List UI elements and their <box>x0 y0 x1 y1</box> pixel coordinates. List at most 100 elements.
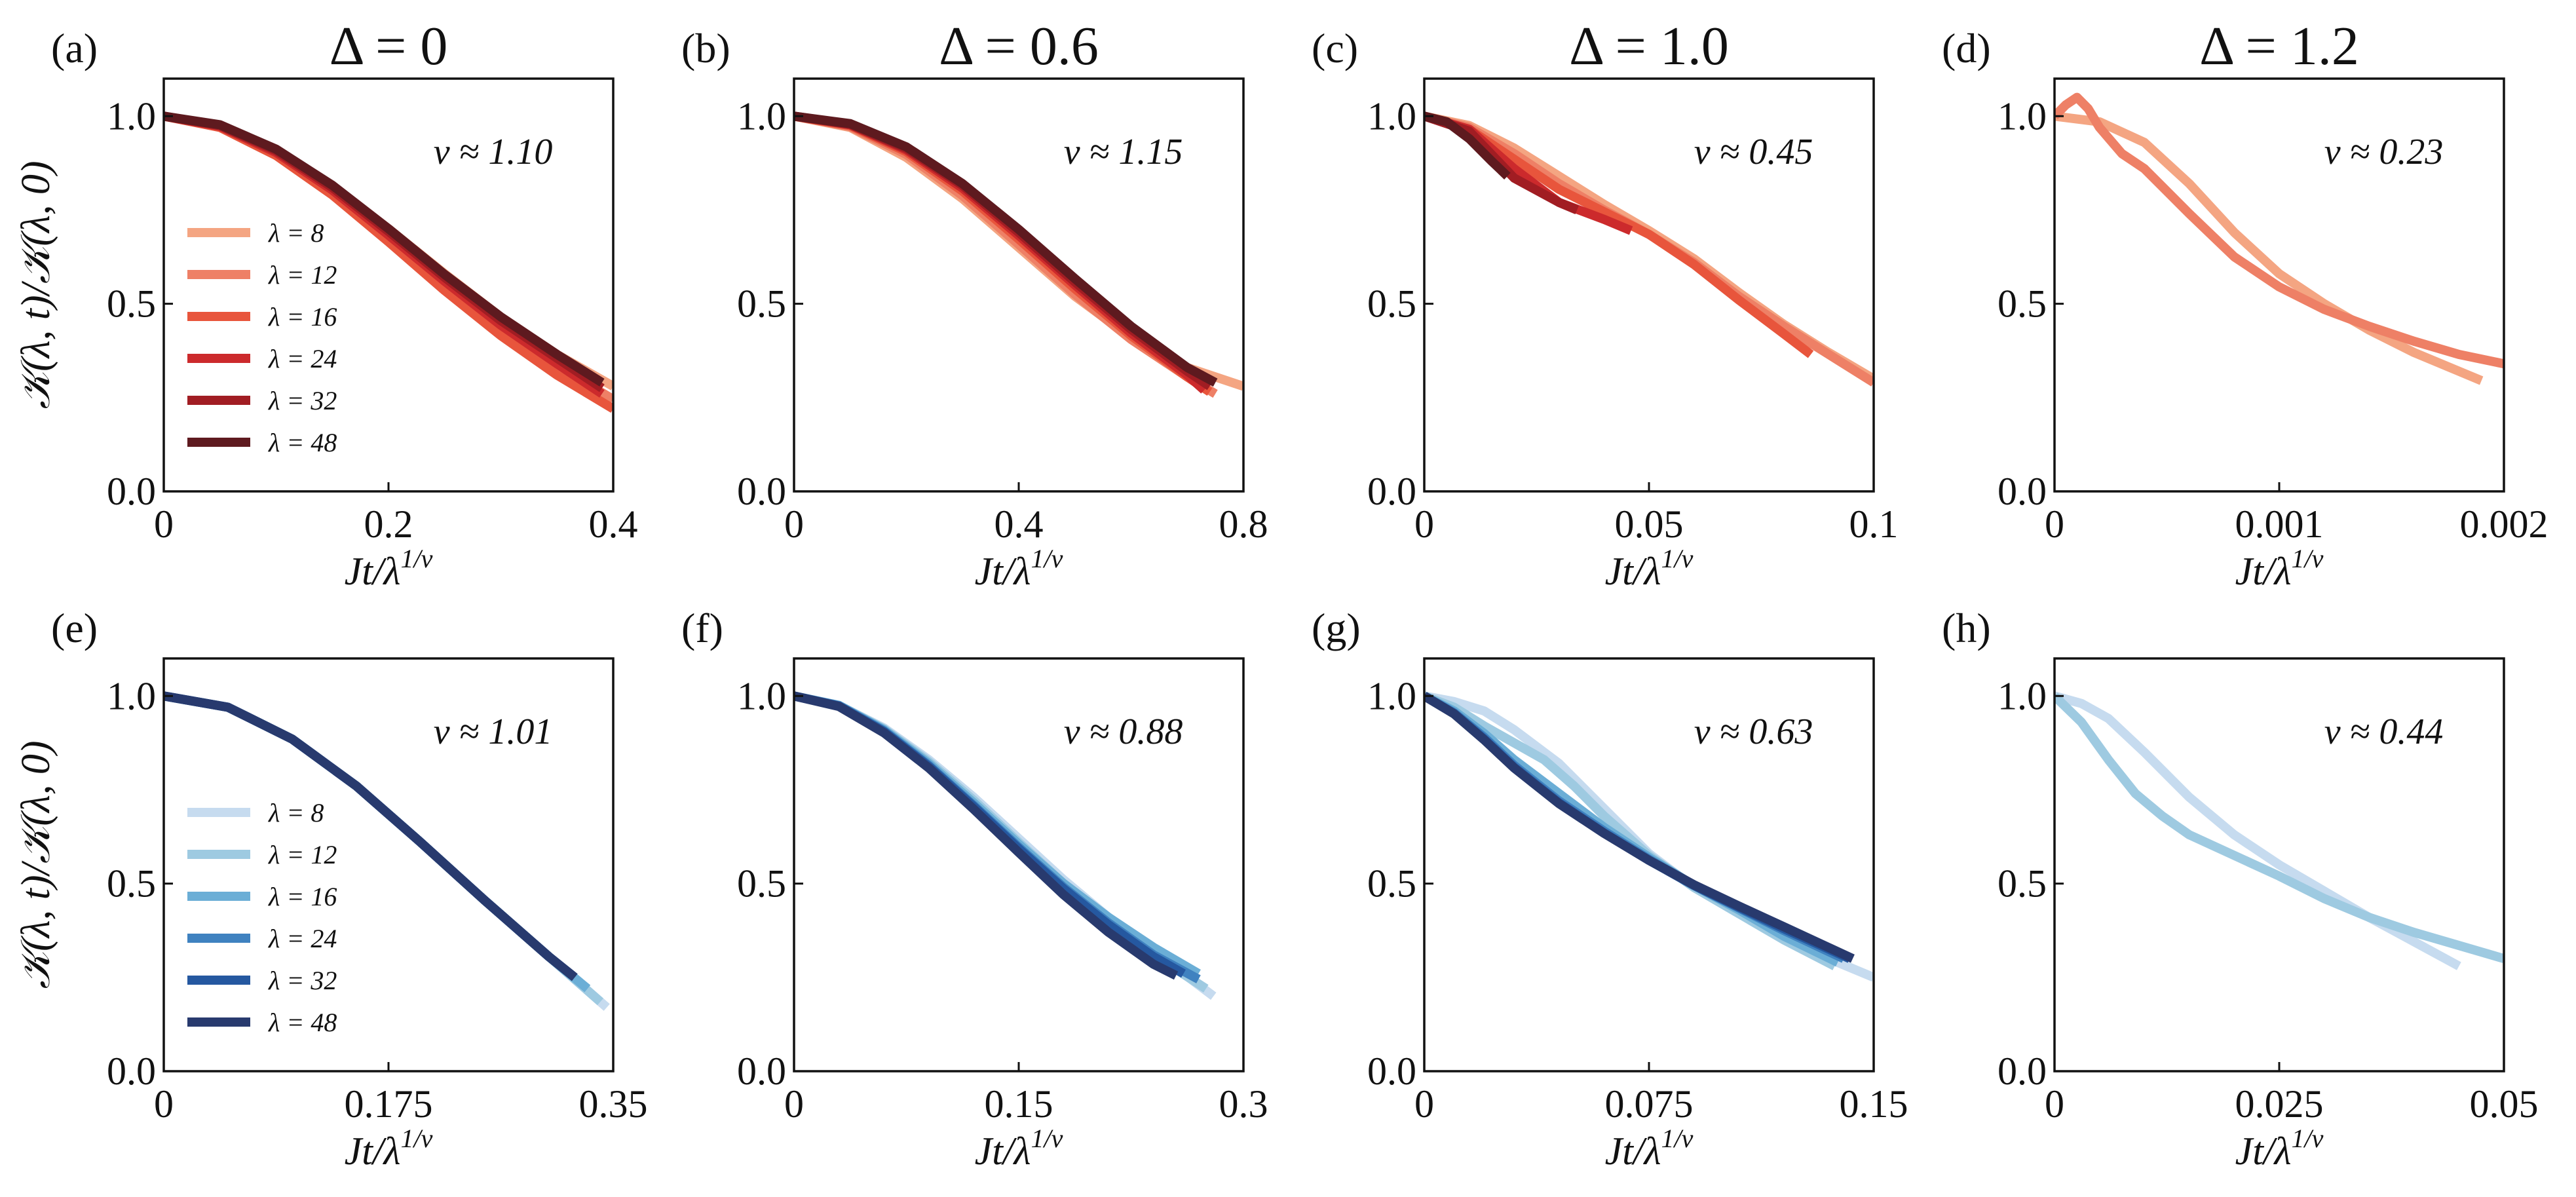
series-line-48 <box>794 691 1179 980</box>
y-tick-label: 0.0 <box>107 470 156 513</box>
y-tick-label: 1.0 <box>737 94 786 138</box>
y-tick-label: 0.5 <box>107 862 156 905</box>
series-line-8 <box>2055 111 2484 385</box>
x-tick-label: 0.001 <box>2235 503 2324 546</box>
panel-label: (h) <box>1942 605 1991 651</box>
x-tick-label: 0 <box>2045 503 2064 546</box>
x-axis-label: Jt/λ1/ν <box>1605 1124 1694 1173</box>
y-tick-label: 1.0 <box>737 674 786 717</box>
x-tick-label: 0 <box>2045 1082 2064 1126</box>
x-axis-label-exponent: 1/ν <box>1031 1124 1063 1153</box>
x-axis-label-main: Jt/λ <box>2235 1130 2292 1173</box>
x-tick-label: 0.05 <box>2470 1082 2539 1126</box>
legend-label: λ = 16 <box>268 882 337 911</box>
x-tick-label: 0.8 <box>1219 503 1268 546</box>
nu-annotation: ν ≈ 1.01 <box>434 712 553 752</box>
x-axis-label-main: Jt/λ <box>345 550 401 593</box>
x-tick-label: 0.075 <box>1605 1082 1694 1126</box>
x-tick-label: 0.4 <box>589 503 638 546</box>
x-tick-label: 0 <box>1414 503 1434 546</box>
panel-title: Δ = 0 <box>330 16 448 77</box>
x-axis-label-exponent: 1/ν <box>401 1124 433 1153</box>
series-line-32 <box>1424 111 1579 214</box>
x-tick-label: 0.1 <box>1849 503 1899 546</box>
legend-label: λ = 48 <box>268 428 337 457</box>
y-tick-label: 0.0 <box>107 1050 156 1093</box>
y-tick-label: 0.0 <box>1367 470 1416 513</box>
panel-e: 0 0.175 0.35 0.0 0.5 1.0 Jt/λ1/ν 𝒦(λ, t)/𝒦(λ, 0… <box>14 605 648 1173</box>
x-tick-label: 0.05 <box>1615 503 1684 546</box>
y-axis-label: 𝒦(λ, t)/𝒦(λ, 0) <box>14 741 58 989</box>
x-tick-label: 0.3 <box>1219 1082 1268 1126</box>
panel-label: (d) <box>1942 25 1991 71</box>
y-axis-label: 𝒦(λ, t)/𝒦(λ, 0) <box>14 161 58 409</box>
x-axis-label: Jt/λ1/ν <box>345 544 433 593</box>
series-line-12 <box>2055 693 2504 963</box>
y-tick-label: 1.0 <box>1998 674 2047 717</box>
x-axis-label: Jt/λ1/ν <box>2235 1124 2324 1173</box>
y-tick-label: 1.0 <box>107 94 156 138</box>
series-line-48 <box>794 111 1218 387</box>
x-axis-label-main: Jt/λ <box>975 550 1031 593</box>
y-tick-label: 0.5 <box>737 282 786 326</box>
y-tick-label: 0.5 <box>1998 282 2047 326</box>
series-line-48 <box>164 111 605 387</box>
legend-label: λ = 32 <box>268 386 337 415</box>
panel-f: 0 0.15 0.3 0.0 0.5 1.0 Jt/λ1/ν (f) ν ≈ 0.88 <box>681 605 1268 1173</box>
y-tick-label: 0.5 <box>1367 282 1416 326</box>
panel-c: 0 0.05 0.1 0.0 0.5 1.0 Jt/λ1/ν (c) Δ = 1.0 ν ≈ 0.… <box>1312 16 1899 593</box>
panel-d: 0 0.001 0.002 0.0 0.5 1.0 Jt/λ1/ν (d) Δ = 1.2 ν ≈… <box>1942 16 2548 593</box>
x-tick-label: 0.35 <box>579 1082 648 1126</box>
x-axis-label: Jt/λ1/ν <box>1605 544 1694 593</box>
y-tick-label: 0.5 <box>737 862 786 905</box>
legend-label: λ = 48 <box>268 1008 337 1037</box>
y-tick-label: 1.0 <box>1367 674 1416 717</box>
legend-label: λ = 12 <box>268 260 337 290</box>
panel-title: Δ = 1.0 <box>1569 16 1729 77</box>
legend-label: λ = 16 <box>268 302 337 332</box>
legend-label: λ = 8 <box>268 798 324 827</box>
panel-b: 0 0.4 0.8 0.0 0.5 1.0 Jt/λ1/ν (b) Δ = 0.6 ν ≈ 1.1… <box>681 16 1268 593</box>
y-tick-label: 0.0 <box>1367 1050 1416 1093</box>
legend-label: λ = 32 <box>268 966 337 995</box>
legend-label: λ = 8 <box>268 218 324 248</box>
y-tick-label: 0.0 <box>1998 1050 2047 1093</box>
y-tick-label: 0.5 <box>1998 862 2047 905</box>
nu-annotation: ν ≈ 0.45 <box>1694 132 1813 172</box>
x-axis-label-main: Jt/λ <box>975 1130 1031 1173</box>
x-axis-label-exponent: 1/ν <box>1661 1124 1694 1153</box>
panel-label: (e) <box>51 605 98 651</box>
x-tick-label: 0.15 <box>985 1082 1053 1126</box>
panel-g: 0 0.075 0.15 0.0 0.5 1.0 Jt/λ1/ν (g) ν ≈ 0.63 <box>1312 605 1908 1173</box>
x-axis-label-exponent: 1/ν <box>1031 544 1063 573</box>
x-axis-label-main: Jt/λ <box>2235 550 2292 593</box>
y-tick-label: 1.0 <box>1998 94 2047 138</box>
x-tick-label: 0 <box>784 1082 804 1126</box>
y-tick-label: 0.0 <box>737 470 786 513</box>
panel-label: (b) <box>681 25 730 71</box>
x-tick-label: 0.025 <box>2235 1082 2324 1126</box>
x-axis-label: Jt/λ1/ν <box>975 1124 1063 1173</box>
panel-label: (c) <box>1312 25 1358 71</box>
x-axis-label: Jt/λ1/ν <box>345 1124 433 1173</box>
x-axis-label-main: Jt/λ <box>1605 1130 1661 1173</box>
x-tick-label: 0.15 <box>1840 1082 1908 1126</box>
nu-annotation: ν ≈ 1.15 <box>1064 132 1183 172</box>
x-axis-label-exponent: 1/ν <box>1661 544 1694 573</box>
series-line-48 <box>1424 111 1511 180</box>
nu-annotation: ν ≈ 0.44 <box>2324 712 2444 752</box>
series-line-48 <box>164 691 578 981</box>
x-tick-label: 0.2 <box>364 503 413 546</box>
y-tick-label: 1.0 <box>1367 94 1416 138</box>
x-axis-label-exponent: 1/ν <box>2292 544 2324 573</box>
x-tick-label: 0 <box>154 1082 174 1126</box>
x-axis-label-exponent: 1/ν <box>2292 1124 2324 1153</box>
nu-annotation: ν ≈ 0.88 <box>1064 712 1183 752</box>
x-axis-label: Jt/λ1/ν <box>975 544 1063 593</box>
y-tick-label: 0.5 <box>1367 862 1416 905</box>
panel-label: (f) <box>681 605 723 651</box>
nu-annotation: ν ≈ 0.63 <box>1694 712 1813 752</box>
series-line-12 <box>2055 92 2504 369</box>
x-axis-label-main: Jt/λ <box>1605 550 1661 593</box>
